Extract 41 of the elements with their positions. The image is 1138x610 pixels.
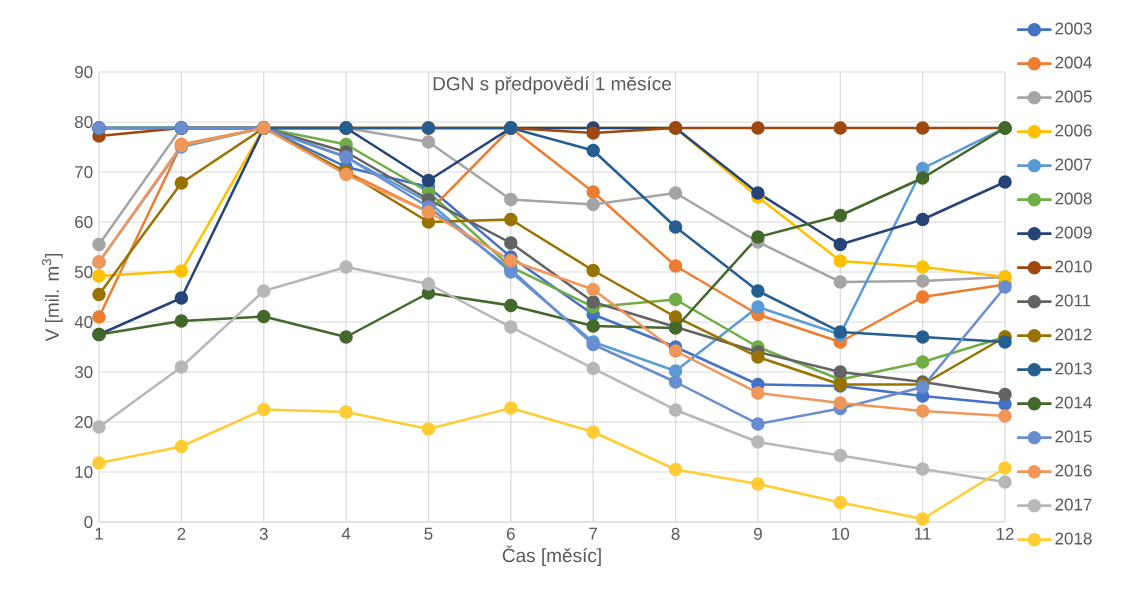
y-tick-label: 90 xyxy=(75,65,93,79)
legend-label: 2009 xyxy=(1055,226,1092,239)
legend-label: 2015 xyxy=(1055,430,1092,443)
legend-label: 2011 xyxy=(1055,294,1091,307)
x-tick-label: 10 xyxy=(832,527,850,540)
legend-label: 2012 xyxy=(1055,328,1092,341)
y-axis-title: V [mil. m$^{3}$] xyxy=(41,253,63,342)
y-tick-label: 20 xyxy=(75,415,93,429)
x-tick-label: 3 xyxy=(259,527,268,540)
x-tick-label: 1 xyxy=(95,527,103,540)
y-tick-label: 80 xyxy=(74,115,93,129)
legend-label: 2013 xyxy=(1055,362,1092,375)
legend-label: 2017 xyxy=(1055,498,1092,511)
x-tick-label: 12 xyxy=(996,527,1014,540)
y-tick-label: 50 xyxy=(74,265,93,279)
y-tick-label: 10 xyxy=(75,465,93,479)
legend-label: 2003 xyxy=(1055,22,1092,35)
legend-label: 2016 xyxy=(1055,464,1092,477)
chart-title: DGN s předpovědí 1 měsíce xyxy=(433,76,671,95)
x-tick-label: 11 xyxy=(915,527,931,540)
x-tick-label: 5 xyxy=(424,527,433,540)
legend-label: 2014 xyxy=(1055,396,1092,409)
y-tick-label: 70 xyxy=(75,165,93,179)
x-tick-label: 8 xyxy=(671,527,680,540)
x-tick-label: 7 xyxy=(589,527,598,540)
legend-label: 2018 xyxy=(1055,532,1092,545)
legend-label: 2006 xyxy=(1055,124,1092,137)
x-tick-label: 4 xyxy=(341,527,351,540)
y-tick-label: 30 xyxy=(74,365,93,379)
legend-label: 2004 xyxy=(1055,56,1092,69)
x-axis-title: Čas [měsíc] xyxy=(502,545,601,566)
x-tick-label: 9 xyxy=(753,527,762,540)
legend-label: 2005 xyxy=(1055,90,1092,103)
x-tick-label: 6 xyxy=(506,527,515,540)
y-tick-label: 60 xyxy=(75,215,93,229)
legend-label: 2007 xyxy=(1055,158,1092,171)
legend-label: 2010 xyxy=(1055,260,1092,273)
y-tick-label: 40 xyxy=(74,315,93,329)
y-tick-label: 0 xyxy=(84,515,93,529)
x-tick-label: 2 xyxy=(177,527,186,540)
legend-label: 2008 xyxy=(1055,192,1092,205)
